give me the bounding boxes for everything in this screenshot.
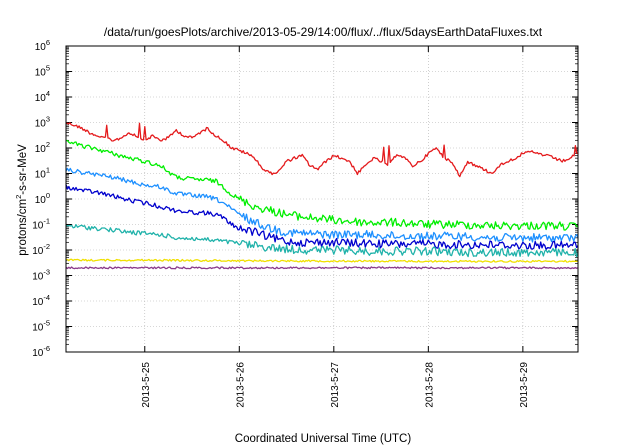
series-line-3 <box>65 184 579 251</box>
chart-title: /data/run/goesPlots/archive/2013-05-29/1… <box>104 25 543 39</box>
y-tick-label: 101 <box>35 166 50 181</box>
y-tick-base: 10 <box>35 119 47 130</box>
y-tick-exponent: 4 <box>46 89 50 98</box>
y-tick-label: 105 <box>35 64 50 79</box>
y-tick-label: 10-2 <box>32 242 50 257</box>
x-tick-label: 2013-5-27 <box>330 362 341 408</box>
y-axis-ticks: 10-610-510-410-310-210-11001011021031041… <box>32 38 578 359</box>
y-axis-label-rest: -s-sr-MeV <box>17 144 29 195</box>
y-axis-label-exponent: 2 <box>14 195 23 199</box>
x-tick-label: 2013-5-25 <box>141 362 152 408</box>
y-tick-exponent: 1 <box>46 166 50 175</box>
y-tick-exponent: -6 <box>43 344 50 353</box>
y-tick-exponent: 5 <box>46 64 50 73</box>
x-axis-label: Coordinated Universal Time (UTC) <box>235 433 412 445</box>
grid-lines <box>66 45 578 353</box>
y-tick-base: 10 <box>35 93 47 104</box>
series-line-6 <box>65 266 579 270</box>
x-tick-label: 2013-5-29 <box>519 362 530 408</box>
y-tick-label: 10-3 <box>32 268 50 283</box>
y-tick-base: 10 <box>35 195 47 206</box>
y-tick-label: 10-5 <box>32 319 50 334</box>
y-tick-label: 103 <box>35 115 50 130</box>
y-tick-label: 100 <box>35 191 50 206</box>
y-tick-exponent: -5 <box>43 319 50 328</box>
series-lines <box>65 122 579 270</box>
y-tick-base: 10 <box>35 170 47 181</box>
y-tick-label: 10-6 <box>32 344 50 359</box>
y-tick-exponent: -4 <box>43 293 50 302</box>
y-tick-base: 10 <box>35 68 47 79</box>
y-tick-base: 10 <box>32 348 44 359</box>
series-line-1 <box>65 139 579 231</box>
y-tick-label: 10-1 <box>32 217 50 232</box>
y-tick-label: 102 <box>35 140 50 155</box>
y-tick-exponent: 2 <box>46 140 50 149</box>
series-line-5 <box>65 258 579 263</box>
y-tick-exponent: 6 <box>46 38 50 47</box>
x-tick-label: 2013-5-28 <box>424 362 435 408</box>
x-tick-label: 2013-5-26 <box>235 362 246 408</box>
series-line-2 <box>65 167 579 243</box>
y-axis-label: protons/cm2-s-sr-MeV <box>14 144 29 256</box>
y-tick-exponent: -3 <box>43 268 50 277</box>
y-tick-base: 10 <box>32 297 44 308</box>
y-tick-exponent: 0 <box>46 191 50 200</box>
y-tick-base: 10 <box>32 323 44 334</box>
y-tick-exponent: -2 <box>43 242 50 251</box>
y-tick-label: 10-4 <box>32 293 50 308</box>
y-tick-base: 10 <box>32 221 44 232</box>
y-tick-base: 10 <box>35 144 47 155</box>
series-line-0 <box>65 122 579 178</box>
y-axis-label-unit: protons/cm <box>17 199 29 256</box>
y-tick-base: 10 <box>35 42 47 53</box>
plot-border <box>65 45 579 353</box>
y-tick-exponent: 3 <box>46 115 50 124</box>
series-line-4 <box>65 224 579 258</box>
y-tick-label: 106 <box>35 38 50 53</box>
y-tick-label: 104 <box>35 89 50 104</box>
y-tick-base: 10 <box>32 272 44 283</box>
y-tick-base: 10 <box>32 246 44 257</box>
y-tick-exponent: -1 <box>43 217 50 226</box>
x-axis-ticks: 2013-5-25 2013-5-26 2013-5-27 2013-5-28 2013… <box>141 46 530 408</box>
